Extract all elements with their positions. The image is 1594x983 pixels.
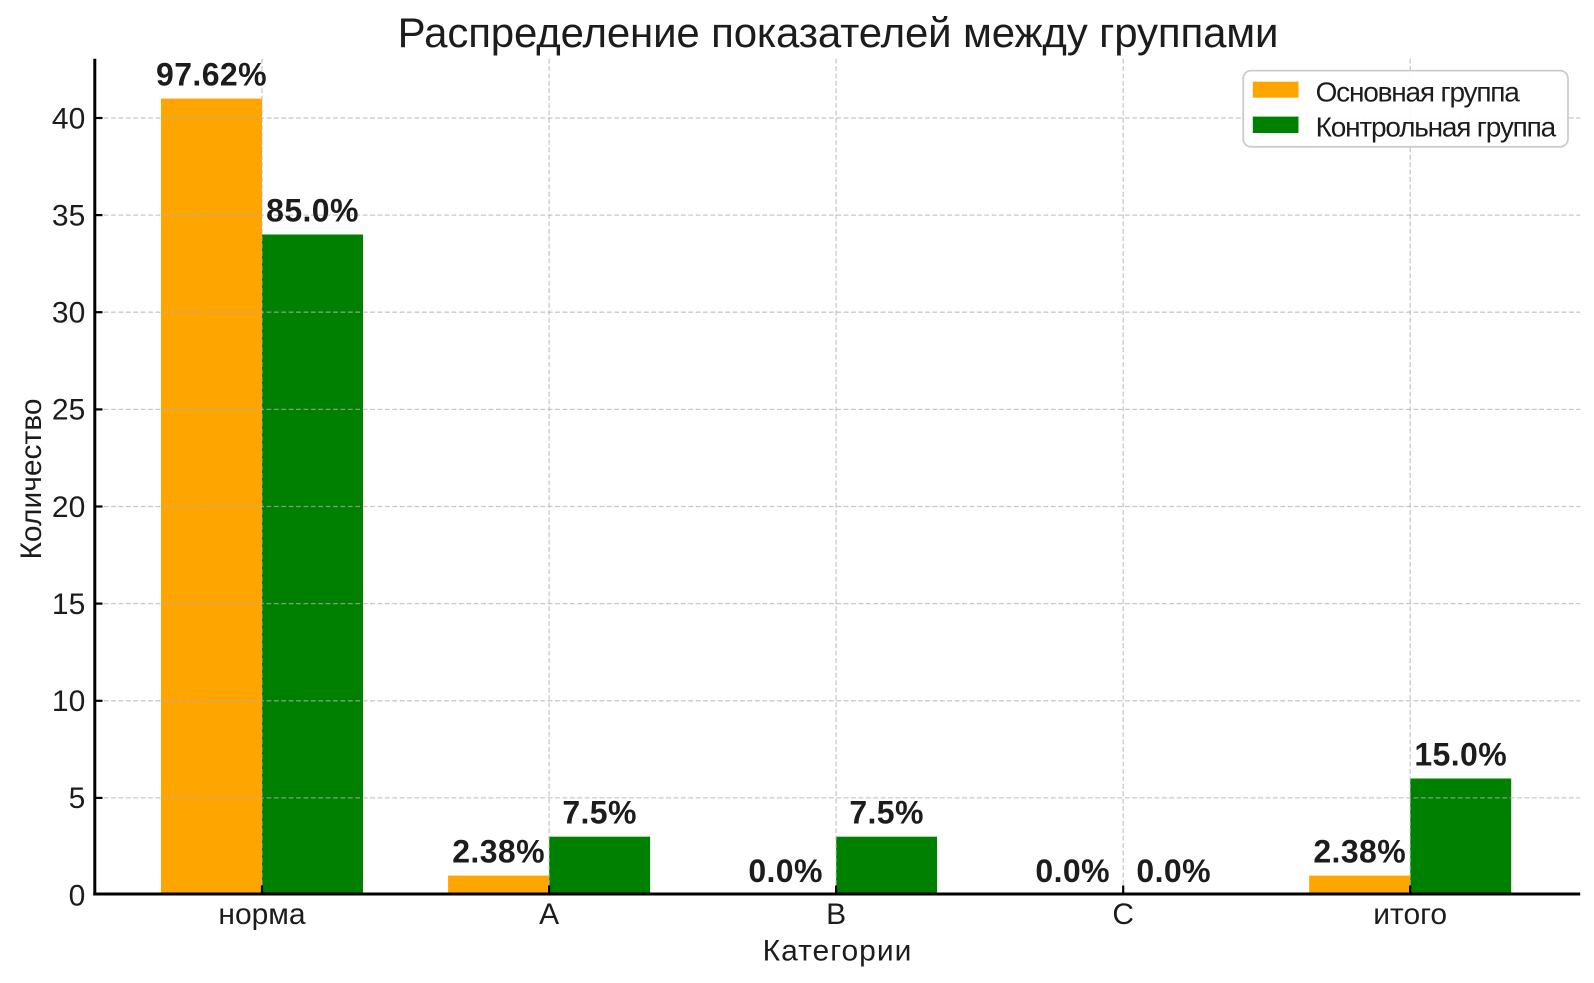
svg-text:C: C	[1112, 898, 1134, 931]
svg-text:0.0%: 0.0%	[1136, 853, 1211, 889]
svg-text:40: 40	[52, 102, 85, 135]
svg-text:Контрольная группа: Контрольная группа	[1316, 112, 1557, 143]
svg-text:30: 30	[52, 297, 85, 330]
svg-text:20: 20	[52, 491, 85, 524]
svg-text:25: 25	[52, 394, 85, 427]
svg-text:7.5%: 7.5%	[562, 795, 637, 831]
svg-text:итого: итого	[1373, 898, 1447, 931]
svg-text:7.5%: 7.5%	[849, 795, 924, 831]
svg-text:A: A	[539, 898, 559, 931]
svg-text:Категории: Категории	[763, 935, 913, 968]
svg-text:97.62%: 97.62%	[156, 57, 267, 93]
svg-text:15.0%: 15.0%	[1414, 737, 1507, 773]
svg-text:2.38%: 2.38%	[452, 834, 545, 870]
svg-text:Распределение показателей межд: Распределение показателей между группами	[398, 9, 1279, 56]
svg-text:норма: норма	[218, 898, 306, 931]
svg-text:5: 5	[69, 782, 86, 815]
svg-text:0.0%: 0.0%	[1035, 853, 1110, 889]
svg-text:0.0%: 0.0%	[748, 853, 823, 889]
svg-text:0: 0	[69, 879, 86, 912]
svg-text:85.0%: 85.0%	[266, 193, 359, 229]
svg-text:B: B	[826, 898, 846, 931]
svg-text:Основная группа: Основная группа	[1316, 77, 1521, 108]
svg-text:2.38%: 2.38%	[1313, 834, 1406, 870]
svg-text:15: 15	[52, 588, 85, 621]
svg-text:Количество: Количество	[15, 398, 48, 559]
svg-text:10: 10	[52, 685, 85, 718]
svg-text:35: 35	[52, 199, 85, 232]
